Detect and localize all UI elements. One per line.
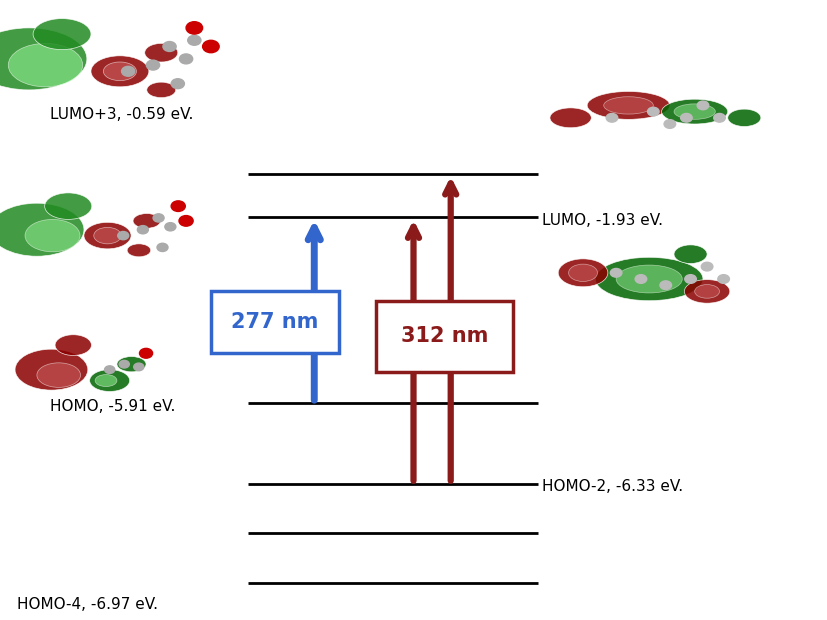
Circle shape (718, 275, 729, 283)
Text: LUMO+3, -0.59 eV.: LUMO+3, -0.59 eV. (50, 107, 193, 122)
Ellipse shape (15, 349, 88, 390)
Circle shape (122, 66, 135, 76)
Circle shape (664, 120, 676, 128)
Circle shape (697, 101, 709, 110)
Ellipse shape (127, 244, 151, 257)
Circle shape (179, 216, 194, 226)
Circle shape (137, 226, 148, 234)
Ellipse shape (0, 28, 87, 90)
Text: HOMO, -5.91 eV.: HOMO, -5.91 eV. (50, 399, 175, 414)
Circle shape (606, 113, 618, 122)
Circle shape (171, 79, 184, 89)
Ellipse shape (0, 203, 84, 256)
Circle shape (104, 366, 115, 373)
Ellipse shape (89, 370, 130, 391)
Ellipse shape (685, 280, 729, 303)
Circle shape (179, 54, 193, 64)
Ellipse shape (147, 82, 175, 97)
Circle shape (701, 262, 713, 271)
Text: 312 nm: 312 nm (401, 326, 488, 347)
Ellipse shape (25, 219, 80, 252)
Circle shape (171, 201, 185, 211)
Ellipse shape (728, 109, 761, 126)
Circle shape (660, 281, 672, 290)
Ellipse shape (117, 356, 146, 372)
Ellipse shape (569, 264, 597, 281)
Ellipse shape (616, 265, 682, 293)
Circle shape (648, 107, 659, 116)
Ellipse shape (45, 193, 92, 219)
Ellipse shape (662, 99, 728, 124)
Circle shape (610, 268, 622, 277)
Ellipse shape (145, 43, 178, 62)
Ellipse shape (33, 19, 91, 50)
Text: LUMO, -1.93 eV.: LUMO, -1.93 eV. (542, 213, 662, 228)
Circle shape (188, 35, 201, 45)
Text: HOMO-2, -6.33 eV.: HOMO-2, -6.33 eV. (542, 479, 683, 494)
Circle shape (157, 243, 168, 252)
Circle shape (146, 60, 160, 70)
Ellipse shape (103, 62, 136, 81)
FancyBboxPatch shape (211, 291, 339, 353)
Circle shape (134, 363, 144, 371)
Ellipse shape (93, 228, 122, 244)
Ellipse shape (91, 56, 149, 87)
Ellipse shape (8, 43, 83, 87)
Ellipse shape (550, 108, 591, 128)
FancyBboxPatch shape (376, 301, 513, 372)
Ellipse shape (587, 91, 670, 119)
Circle shape (714, 113, 725, 122)
Text: 277 nm: 277 nm (232, 312, 318, 332)
Circle shape (119, 360, 129, 368)
Ellipse shape (95, 374, 117, 386)
Circle shape (186, 22, 203, 34)
Circle shape (117, 231, 129, 240)
Circle shape (140, 348, 153, 358)
Ellipse shape (55, 335, 92, 355)
Ellipse shape (84, 223, 131, 249)
Ellipse shape (133, 213, 160, 228)
Circle shape (163, 42, 176, 51)
Ellipse shape (595, 257, 703, 301)
Circle shape (685, 275, 696, 283)
Circle shape (203, 40, 219, 53)
Circle shape (681, 113, 692, 122)
Circle shape (153, 214, 164, 222)
Ellipse shape (674, 245, 707, 264)
Ellipse shape (695, 285, 719, 298)
Ellipse shape (674, 104, 715, 119)
Circle shape (165, 223, 176, 231)
Ellipse shape (558, 259, 608, 286)
Ellipse shape (604, 97, 653, 114)
Text: HOMO-4, -6.97 eV.: HOMO-4, -6.97 eV. (17, 597, 157, 612)
Circle shape (635, 275, 647, 283)
Ellipse shape (37, 363, 80, 388)
